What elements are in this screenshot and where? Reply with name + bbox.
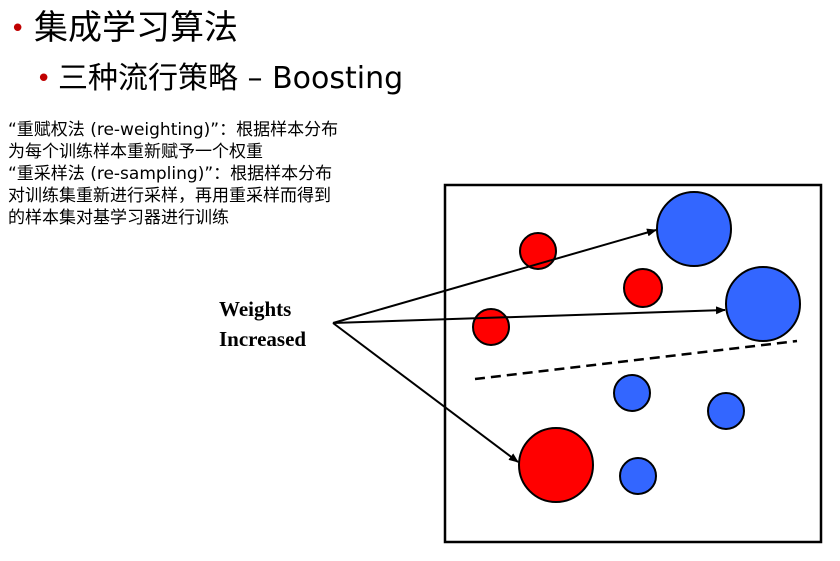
blue-sample-dot-enlarged — [657, 192, 731, 266]
blue-sample-dot-enlarged — [726, 267, 800, 341]
weights-label-line1: Weights — [219, 297, 291, 321]
weights-label-line2: Increased — [219, 327, 306, 351]
red-sample-dot — [473, 309, 509, 345]
blue-sample-dot — [614, 375, 650, 411]
red-sample-dot — [624, 269, 662, 307]
blue-sample-dot — [620, 458, 656, 494]
red-sample-dot-enlarged — [519, 428, 593, 502]
decision-boundary — [475, 341, 797, 379]
weight-arrow — [333, 310, 725, 323]
blue-sample-dot — [708, 393, 744, 429]
